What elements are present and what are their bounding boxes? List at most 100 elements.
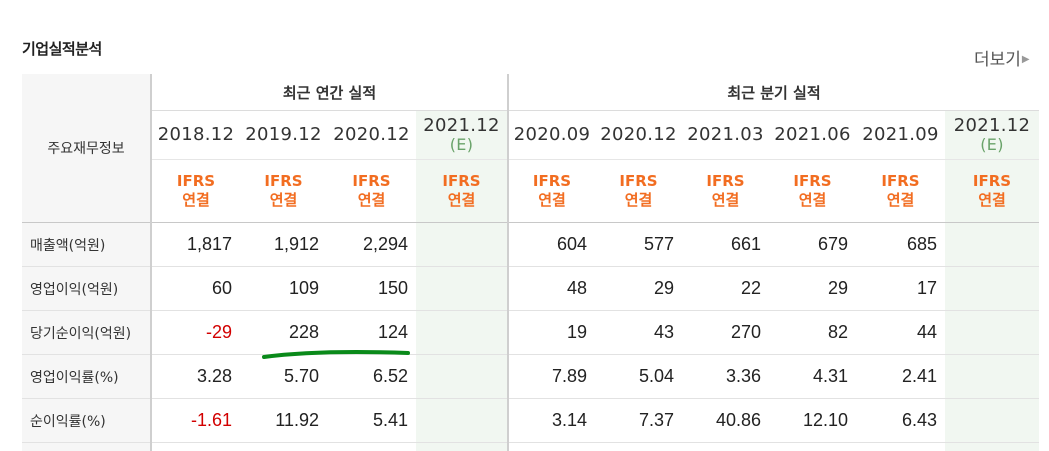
row-label: 순이익률(%) [22, 399, 151, 443]
row-label: 당기순이익(억원) [22, 311, 151, 355]
period-header: 2018.12 [151, 111, 240, 160]
value-cell [945, 355, 1039, 399]
empty-cell [595, 443, 682, 451]
value-cell: 685 [856, 223, 945, 267]
period-header: 2020.09 [508, 111, 595, 160]
empty-cell [240, 443, 327, 451]
value-cell: 3.28 [151, 355, 240, 399]
value-cell: -29 [151, 311, 240, 355]
table-row-partial [22, 443, 1039, 451]
value-cell [416, 267, 508, 311]
value-cell [416, 355, 508, 399]
value-cell: 82 [769, 311, 856, 355]
empty-cell [416, 443, 508, 451]
value-cell: 1,912 [240, 223, 327, 267]
period-header: 2021.03 [682, 111, 769, 160]
value-cell: 2.41 [856, 355, 945, 399]
value-cell [416, 311, 508, 355]
value-cell: 228 [240, 311, 327, 355]
empty-cell [508, 443, 595, 451]
value-cell [945, 311, 1039, 355]
period-header: 2021.06 [769, 111, 856, 160]
value-cell: 5.04 [595, 355, 682, 399]
row-label: 매출액(억원) [22, 223, 151, 267]
value-cell: 150 [327, 267, 416, 311]
value-cell: 6.43 [856, 399, 945, 443]
value-cell: 7.89 [508, 355, 595, 399]
corner-label: 주요재무정보 [22, 74, 151, 223]
period-header: 2021.09 [856, 111, 945, 160]
hand-drawn-underline [262, 349, 412, 363]
value-cell: 124 [327, 311, 416, 355]
value-cell: 270 [682, 311, 769, 355]
row-label: 영업이익률(%) [22, 355, 151, 399]
value-cell: 577 [595, 223, 682, 267]
value-cell: 109 [240, 267, 327, 311]
period-header-estimate: 2021.12(E) [416, 111, 508, 160]
value-cell: 12.10 [769, 399, 856, 443]
more-label: 더보기 [974, 50, 1021, 70]
empty-cell [945, 443, 1039, 451]
value-cell: 4.31 [769, 355, 856, 399]
value-cell: 44 [856, 311, 945, 355]
value-cell: 604 [508, 223, 595, 267]
value-cell [416, 399, 508, 443]
value-cell: 5.41 [327, 399, 416, 443]
value-cell: 3.14 [508, 399, 595, 443]
value-cell: 19 [508, 311, 595, 355]
value-cell: 29 [769, 267, 856, 311]
value-cell: 3.36 [682, 355, 769, 399]
value-cell: 7.37 [595, 399, 682, 443]
value-cell [945, 399, 1039, 443]
row-label: 영업이익(억원) [22, 267, 151, 311]
value-cell: 40.86 [682, 399, 769, 443]
value-cell: 22 [682, 267, 769, 311]
caret-right-icon: ▶ [1022, 54, 1030, 65]
value-cell: 48 [508, 267, 595, 311]
value-cell: 29 [595, 267, 682, 311]
period-header-estimate: 2021.12(E) [945, 111, 1039, 160]
value-cell: 661 [682, 223, 769, 267]
empty-cell [856, 443, 945, 451]
empty-cell [22, 443, 151, 451]
financial-table: 주요재무정보 최근 연간 실적 최근 분기 실적 2018.12 2019.12… [22, 74, 1039, 451]
value-cell [416, 223, 508, 267]
value-cell: 1,817 [151, 223, 240, 267]
empty-cell [327, 443, 416, 451]
empty-cell [682, 443, 769, 451]
value-cell [945, 267, 1039, 311]
annual-group-header: 최근 연간 실적 [151, 74, 508, 111]
period-header: 2020.12 [595, 111, 682, 160]
quarter-group-header: 최근 분기 실적 [508, 74, 1039, 111]
value-cell: 60 [151, 267, 240, 311]
value-cell: -1.61 [151, 399, 240, 443]
value-cell: 43 [595, 311, 682, 355]
empty-cell [151, 443, 240, 451]
section-title: 기업실적분석 [22, 38, 102, 59]
period-header: 2019.12 [240, 111, 327, 160]
more-link[interactable]: 더보기▶ [974, 45, 1030, 70]
value-cell: 11.92 [240, 399, 327, 443]
value-cell: 679 [769, 223, 856, 267]
empty-cell [769, 443, 856, 451]
period-header: 2020.12 [327, 111, 416, 160]
value-cell [945, 223, 1039, 267]
value-cell: 2,294 [327, 223, 416, 267]
value-cell: 17 [856, 267, 945, 311]
